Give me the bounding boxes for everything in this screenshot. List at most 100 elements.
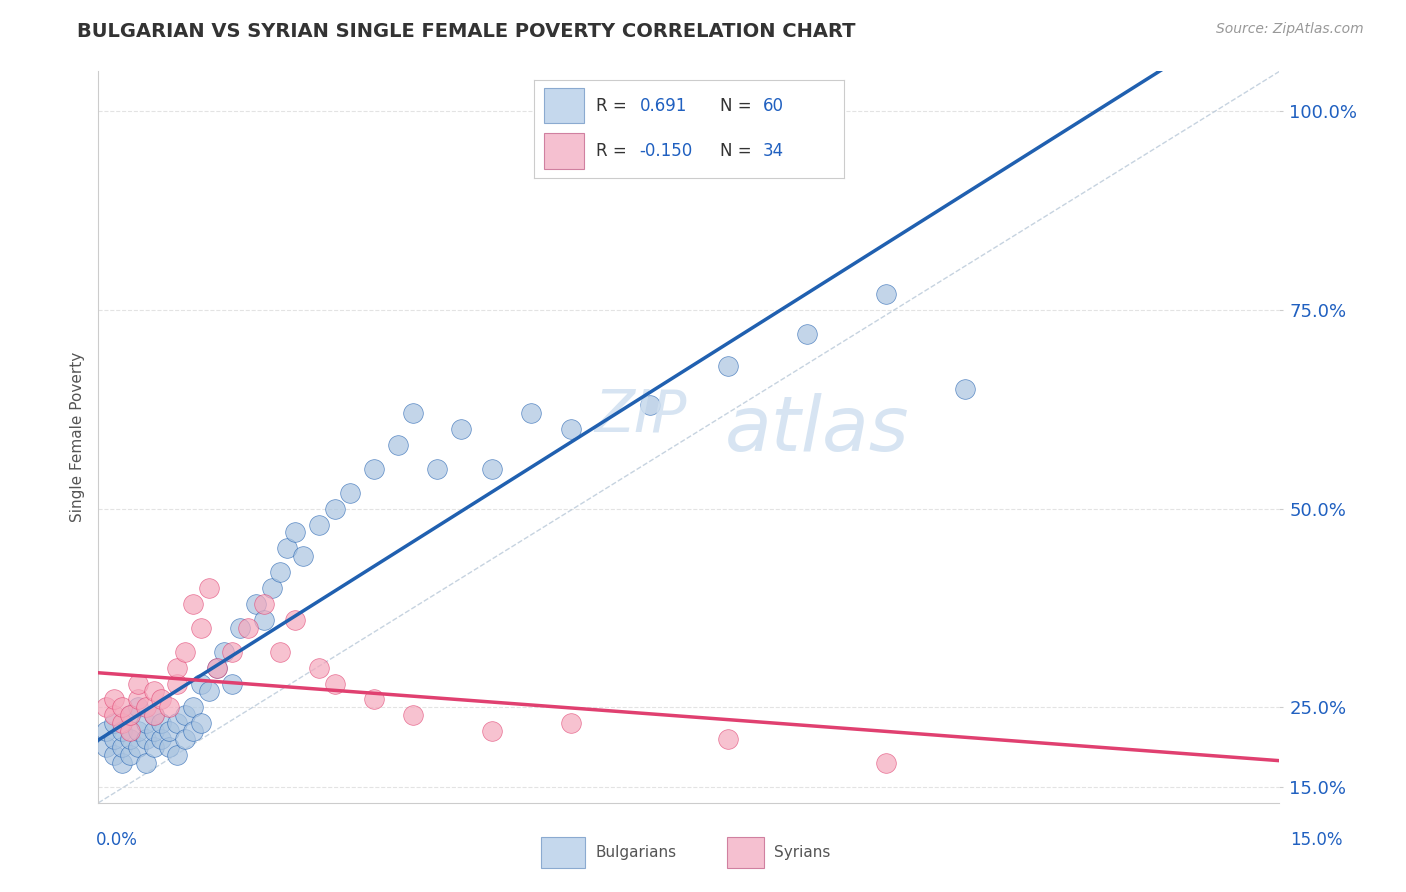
- Point: [638, 398, 661, 412]
- Point: [245, 597, 267, 611]
- Point: [229, 621, 252, 635]
- Point: [181, 700, 204, 714]
- Point: [190, 621, 212, 635]
- Point: [142, 684, 165, 698]
- Text: 34: 34: [763, 142, 785, 160]
- Point: [96, 724, 118, 739]
- Point: [166, 660, 188, 674]
- FancyBboxPatch shape: [544, 88, 583, 123]
- Text: 0.691: 0.691: [640, 97, 686, 115]
- Point: [142, 708, 165, 723]
- Point: [253, 613, 276, 627]
- Text: 15.0%: 15.0%: [1291, 831, 1343, 849]
- Point: [339, 485, 361, 500]
- Point: [103, 716, 125, 731]
- Point: [190, 676, 212, 690]
- Text: -0.150: -0.150: [640, 142, 693, 160]
- Point: [205, 660, 228, 674]
- Point: [387, 438, 409, 452]
- Text: ZIP: ZIP: [595, 386, 688, 443]
- Point: [142, 724, 165, 739]
- Point: [323, 676, 346, 690]
- Text: atlas: atlas: [724, 392, 908, 467]
- Point: [166, 748, 188, 763]
- Point: [560, 422, 582, 436]
- Point: [103, 748, 125, 763]
- Point: [103, 692, 125, 706]
- Text: Syrians: Syrians: [773, 846, 830, 860]
- Point: [214, 645, 236, 659]
- Point: [284, 525, 307, 540]
- Point: [363, 692, 385, 706]
- Point: [166, 716, 188, 731]
- Point: [323, 501, 346, 516]
- Point: [135, 700, 157, 714]
- Point: [111, 716, 134, 731]
- Point: [127, 724, 149, 739]
- Point: [796, 326, 818, 341]
- Point: [127, 676, 149, 690]
- FancyBboxPatch shape: [727, 838, 763, 868]
- Text: N =: N =: [720, 142, 756, 160]
- Point: [118, 708, 141, 723]
- Point: [221, 645, 243, 659]
- Point: [269, 566, 291, 580]
- Point: [717, 732, 740, 747]
- Point: [150, 692, 173, 706]
- Point: [111, 700, 134, 714]
- Point: [181, 597, 204, 611]
- Point: [118, 708, 141, 723]
- Point: [127, 740, 149, 755]
- Point: [135, 756, 157, 770]
- Point: [205, 660, 228, 674]
- FancyBboxPatch shape: [544, 133, 583, 169]
- Point: [157, 740, 180, 755]
- Point: [276, 541, 298, 556]
- Text: R =: R =: [596, 142, 633, 160]
- Point: [363, 462, 385, 476]
- Point: [166, 676, 188, 690]
- Point: [181, 724, 204, 739]
- Point: [150, 716, 173, 731]
- Point: [190, 716, 212, 731]
- Point: [402, 708, 425, 723]
- Point: [308, 660, 330, 674]
- Point: [96, 740, 118, 755]
- Point: [560, 716, 582, 731]
- Point: [253, 597, 276, 611]
- Point: [127, 700, 149, 714]
- Text: R =: R =: [596, 97, 633, 115]
- Point: [481, 462, 503, 476]
- Point: [174, 732, 197, 747]
- Point: [402, 406, 425, 420]
- FancyBboxPatch shape: [541, 838, 585, 868]
- Point: [221, 676, 243, 690]
- Point: [875, 287, 897, 301]
- Point: [292, 549, 315, 564]
- Point: [157, 724, 180, 739]
- Point: [142, 740, 165, 755]
- Y-axis label: Single Female Poverty: Single Female Poverty: [69, 352, 84, 522]
- Text: N =: N =: [720, 97, 756, 115]
- Point: [135, 732, 157, 747]
- Point: [103, 732, 125, 747]
- Point: [157, 700, 180, 714]
- Point: [111, 756, 134, 770]
- Point: [308, 517, 330, 532]
- Point: [135, 716, 157, 731]
- Point: [197, 684, 219, 698]
- Point: [269, 645, 291, 659]
- Point: [426, 462, 449, 476]
- Point: [118, 724, 141, 739]
- Point: [111, 724, 134, 739]
- Text: Source: ZipAtlas.com: Source: ZipAtlas.com: [1216, 22, 1364, 37]
- Point: [96, 700, 118, 714]
- Point: [197, 581, 219, 595]
- Point: [260, 581, 283, 595]
- Point: [875, 756, 897, 770]
- Text: 0.0%: 0.0%: [96, 831, 138, 849]
- Text: BULGARIAN VS SYRIAN SINGLE FEMALE POVERTY CORRELATION CHART: BULGARIAN VS SYRIAN SINGLE FEMALE POVERT…: [77, 22, 856, 41]
- Point: [717, 359, 740, 373]
- Point: [481, 724, 503, 739]
- Point: [236, 621, 259, 635]
